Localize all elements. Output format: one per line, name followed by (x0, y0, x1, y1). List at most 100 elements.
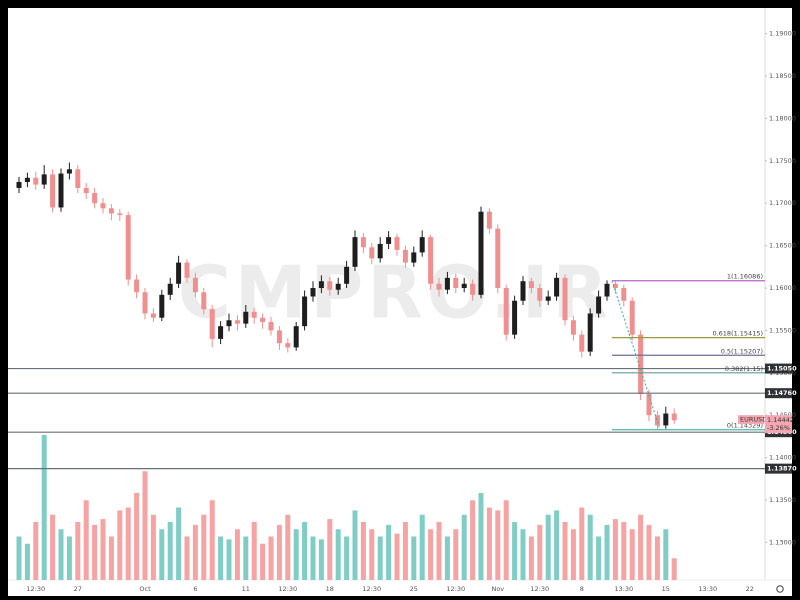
candle-body (16, 182, 22, 188)
volume-bar (218, 536, 224, 580)
volume-bar (243, 536, 249, 580)
y-tick-label: 1.13500 (769, 496, 796, 504)
volume-bar (411, 536, 417, 580)
volume-bar (587, 514, 593, 580)
volume-bar (537, 524, 543, 580)
volume-bar (470, 500, 476, 580)
candle-body (579, 334, 585, 352)
candle-body (24, 177, 30, 183)
volume-bar (344, 536, 350, 580)
volume-bar (621, 522, 627, 580)
x-tick-label: 8 (580, 585, 584, 593)
candle-body (285, 343, 291, 348)
x-tick-label: 27 (74, 585, 82, 593)
x-tick-label: 13:30 (698, 585, 717, 593)
candle-body (268, 321, 274, 331)
volume-bar (436, 522, 442, 580)
candle-body (310, 288, 316, 297)
volume-bar (495, 510, 501, 580)
candle-body (302, 296, 308, 327)
candle-body (83, 187, 89, 194)
candle-body (478, 211, 484, 295)
x-tick-label: Nov (491, 585, 504, 593)
volume-bar (453, 529, 459, 580)
candle-body (386, 237, 392, 244)
y-tick-label: 1.17000 (769, 199, 796, 207)
volume-bar (167, 522, 173, 580)
candle-body (251, 311, 257, 318)
y-tick-label: 1.15500 (769, 326, 796, 334)
volume-bar (402, 522, 408, 580)
candle-body (545, 296, 551, 301)
y-tick-label: 1.17500 (769, 157, 796, 165)
level-label-box (765, 363, 792, 374)
candle-body (402, 249, 408, 263)
candle-body (117, 213, 123, 216)
candle-body (436, 283, 442, 290)
settings-icon[interactable] (776, 585, 784, 593)
volume-bar (100, 519, 106, 580)
volume-bar (360, 522, 366, 580)
candle-body (377, 243, 383, 259)
volume-bar (41, 435, 47, 580)
volume-bar (554, 510, 560, 580)
candle-body (596, 296, 602, 314)
candle-body (654, 415, 660, 426)
volume-bar (545, 514, 551, 580)
x-tick-label: 12:30 (26, 585, 45, 593)
y-tick-label: 1.14000 (769, 454, 796, 462)
x-tick-label: 6 (193, 585, 197, 593)
volume-bar (268, 536, 274, 580)
volume-bar (646, 524, 652, 580)
candle-body (520, 281, 526, 301)
candle-body (352, 237, 358, 267)
volume-bar (596, 536, 602, 580)
volume-bar (562, 522, 568, 580)
last-symbol-box (738, 415, 764, 425)
level-label-box (765, 463, 792, 474)
x-tick-label: 15 (662, 585, 670, 593)
volume-bar (318, 539, 324, 580)
volume-bar (369, 529, 375, 580)
candle-body (209, 309, 215, 339)
volume-bar (125, 507, 131, 580)
candle-body (167, 283, 173, 295)
volume-bar (638, 514, 644, 580)
candle-body (66, 169, 72, 174)
volume-bar (629, 529, 635, 580)
fib-label: 0(1.14329) (727, 422, 763, 430)
candle-body (327, 281, 333, 290)
candle-body (243, 311, 249, 324)
candle-body (201, 292, 207, 310)
volume-bar (570, 529, 576, 580)
candle-body (150, 313, 156, 318)
candle-body (41, 174, 47, 185)
last-price-box (765, 415, 792, 434)
volume-bar (24, 543, 30, 580)
candle-body (184, 262, 190, 278)
candle-body (176, 262, 182, 284)
candle-body (293, 326, 299, 348)
candle-body (453, 277, 459, 289)
fib-label: 0.618(1.15415) (712, 330, 763, 338)
x-tick-label: 18 (326, 585, 334, 593)
candle-body (218, 326, 224, 339)
volume-bar (134, 493, 140, 580)
volume-bar (276, 524, 282, 580)
fib-label: 0.5(1.15207) (721, 347, 763, 355)
x-tick-label: 13:30 (614, 585, 633, 593)
volume-bar (33, 522, 39, 580)
volume-bar (75, 522, 81, 580)
candle-body (159, 294, 165, 318)
candle-body (528, 281, 534, 289)
candle-body (512, 300, 518, 335)
volume-bar (209, 500, 215, 580)
volume-bar (201, 514, 207, 580)
candle-body (503, 288, 509, 335)
candle-body (134, 279, 140, 293)
x-tick-label: 12:30 (362, 585, 381, 593)
candle-body (411, 252, 417, 263)
volume-bar (58, 529, 64, 580)
level-label: 1.15050 (767, 365, 797, 373)
